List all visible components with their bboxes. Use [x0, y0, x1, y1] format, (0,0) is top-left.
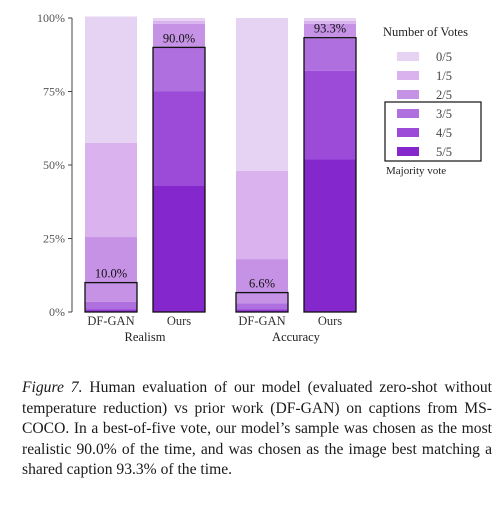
bar-segment-3-of-5	[153, 47, 205, 92]
legend-swatch	[397, 147, 419, 156]
bar-segment-3-of-5	[85, 301, 137, 310]
bar-segment-2-of-5	[236, 259, 288, 304]
figure-caption: Figure 7. Human evaluation of our model …	[22, 378, 492, 481]
bar-segment-4-of-5	[85, 309, 137, 311]
bar-segment-3-of-5	[304, 38, 356, 71]
majority-box	[235, 291, 289, 313]
legend-majority-box	[384, 101, 482, 162]
legend-label: 5/5	[436, 145, 452, 159]
bar-segment-5-of-5	[153, 185, 205, 312]
legend-label: 1/5	[436, 69, 452, 83]
legend-label: 3/5	[436, 107, 452, 121]
bar-label: DF-GAN	[238, 314, 285, 328]
bar-segment-5-of-5	[85, 310, 137, 312]
group-label: Realism	[125, 330, 166, 344]
y-tick-label: 25%	[43, 232, 65, 246]
bar-label: Ours	[167, 314, 191, 328]
y-tick-label: 50%	[43, 158, 65, 172]
group-label: Accuracy	[272, 330, 321, 344]
legend-swatch	[397, 109, 419, 118]
bar-segment-4-of-5	[236, 309, 288, 311]
legend-label: 4/5	[436, 126, 452, 140]
figure-label: Figure 7.	[22, 379, 83, 396]
caption-text: Human evaluation of our model (evaluated…	[22, 379, 492, 478]
majority-label: 93.3%	[314, 22, 346, 36]
legend-majority-note: Majority vote	[386, 165, 446, 177]
bar-segment-1-of-5	[304, 20, 356, 24]
majority-label: 10.0%	[95, 267, 127, 281]
majority-label: 90.0%	[163, 31, 195, 45]
legend-swatch	[397, 71, 419, 80]
legend-swatch	[397, 128, 419, 137]
bar-segment-5-of-5	[236, 310, 288, 312]
y-tick-label: 100%	[37, 11, 65, 25]
legend-swatch	[397, 90, 419, 99]
legend-label: 2/5	[436, 88, 452, 102]
majority-box	[303, 37, 357, 313]
bar-segment-2-of-5	[153, 23, 205, 48]
majority-label: 6.6%	[249, 277, 275, 291]
legend-title: Number of Votes	[383, 25, 468, 39]
bar-segment-2-of-5	[85, 237, 137, 302]
bar-segment-0-of-5	[153, 18, 205, 21]
bar-segment-4-of-5	[153, 91, 205, 186]
bar-label: Ours	[318, 314, 342, 328]
majority-box	[84, 281, 138, 313]
legend-swatch	[397, 52, 419, 61]
bar-label: DF-GAN	[87, 314, 134, 328]
bar-segment-2-of-5	[304, 23, 356, 39]
bar-segment-1-of-5	[85, 142, 137, 238]
majority-box	[152, 46, 206, 313]
bar-segment-4-of-5	[304, 70, 356, 160]
bar-segment-0-of-5	[236, 18, 288, 171]
y-tick-label: 0%	[49, 305, 65, 319]
bar-segment-1-of-5	[236, 170, 288, 260]
bar-segment-1-of-5	[153, 20, 205, 24]
bar-segment-3-of-5	[236, 303, 288, 310]
bar-segment-5-of-5	[304, 159, 356, 312]
y-tick-label: 75%	[43, 85, 65, 99]
legend-label: 0/5	[436, 50, 452, 64]
stacked-bar-chart: 0%25%50%75%100%10.0%DF-GAN90.0%OursReali…	[37, 11, 482, 344]
bar-segment-0-of-5	[85, 16, 137, 143]
bar-segment-0-of-5	[304, 18, 356, 21]
